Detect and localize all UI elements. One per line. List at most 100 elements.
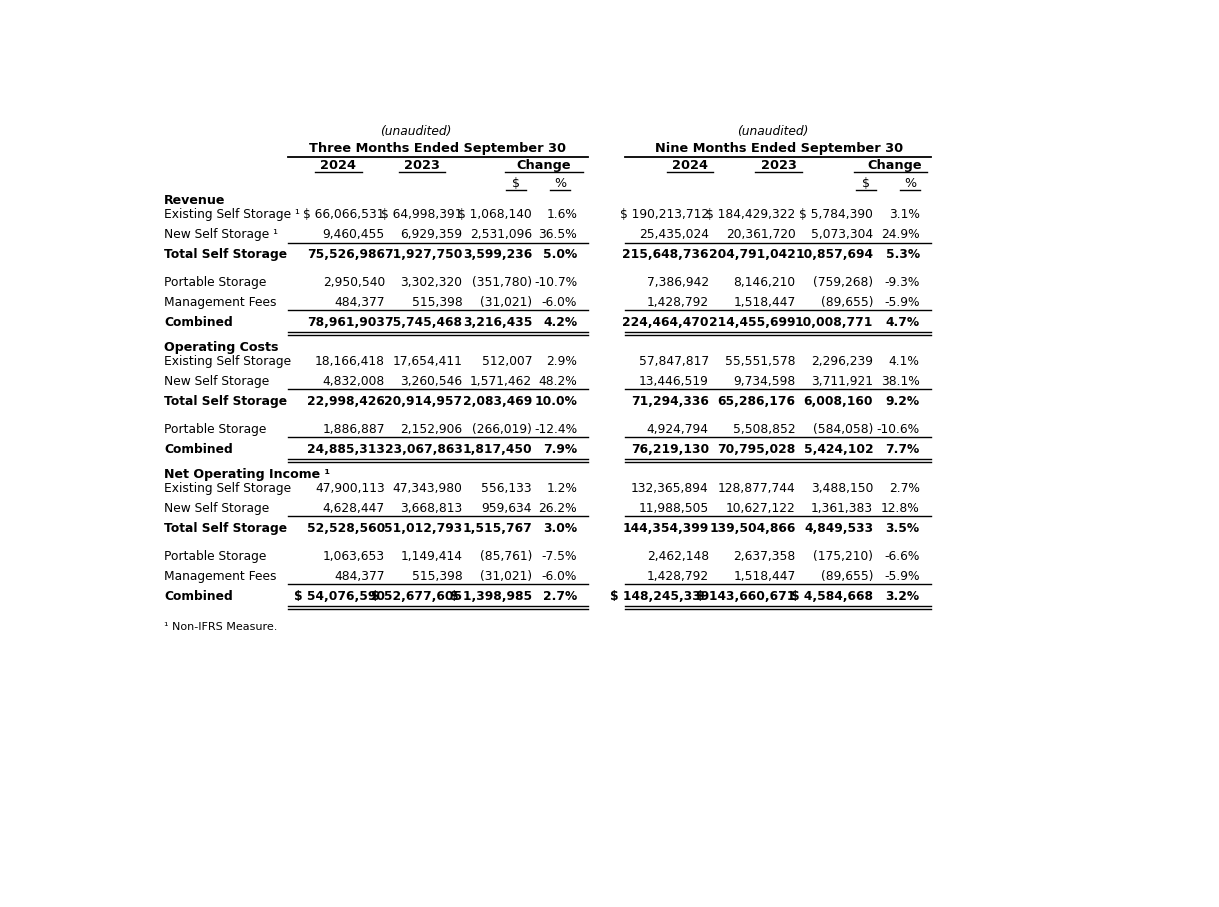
- Text: 13,446,519: 13,446,519: [639, 375, 708, 388]
- Text: 3,668,813: 3,668,813: [400, 502, 462, 515]
- Text: 18,166,418: 18,166,418: [315, 356, 385, 368]
- Text: 20,361,720: 20,361,720: [725, 229, 796, 241]
- Text: Portable Storage: Portable Storage: [165, 276, 267, 289]
- Text: 10,627,122: 10,627,122: [725, 502, 796, 515]
- Text: 1,063,653: 1,063,653: [323, 550, 385, 563]
- Text: (31,021): (31,021): [480, 297, 533, 309]
- Text: 76,219,130: 76,219,130: [630, 443, 708, 456]
- Text: Combined: Combined: [165, 590, 233, 603]
- Text: 23,067,863: 23,067,863: [384, 443, 462, 456]
- Text: (175,210): (175,210): [813, 550, 873, 563]
- Text: Combined: Combined: [165, 443, 233, 456]
- Text: New Self Storage ¹: New Self Storage ¹: [165, 229, 278, 241]
- Text: 70,795,028: 70,795,028: [717, 443, 796, 456]
- Text: (31,021): (31,021): [480, 570, 533, 583]
- Text: 2,637,358: 2,637,358: [734, 550, 796, 563]
- Text: $: $: [862, 177, 870, 190]
- Text: $ 52,677,605: $ 52,677,605: [372, 590, 462, 603]
- Text: Portable Storage: Portable Storage: [165, 423, 267, 436]
- Text: 20,914,957: 20,914,957: [384, 395, 462, 408]
- Text: Portable Storage: Portable Storage: [165, 550, 267, 563]
- Text: 2,083,469: 2,083,469: [463, 395, 533, 408]
- Text: -6.0%: -6.0%: [541, 570, 577, 583]
- Text: 484,377: 484,377: [334, 570, 385, 583]
- Text: Change: Change: [517, 160, 570, 172]
- Text: 128,877,744: 128,877,744: [718, 483, 796, 495]
- Text: 224,464,470: 224,464,470: [623, 317, 708, 329]
- Text: -12.4%: -12.4%: [534, 423, 577, 436]
- Text: Existing Self Storage: Existing Self Storage: [165, 356, 291, 368]
- Text: $ 54,076,590: $ 54,076,590: [294, 590, 385, 603]
- Text: 214,455,699: 214,455,699: [709, 317, 796, 329]
- Text: 57,847,817: 57,847,817: [639, 356, 708, 368]
- Text: 1,428,792: 1,428,792: [647, 570, 708, 583]
- Text: $ 190,213,712: $ 190,213,712: [619, 209, 708, 221]
- Text: $ 5,784,390: $ 5,784,390: [800, 209, 873, 221]
- Text: 1,518,447: 1,518,447: [734, 297, 796, 309]
- Text: 55,551,578: 55,551,578: [725, 356, 796, 368]
- Text: 2023: 2023: [761, 160, 796, 172]
- Text: 139,504,866: 139,504,866: [709, 522, 796, 535]
- Text: -7.5%: -7.5%: [541, 550, 577, 563]
- Text: 9.2%: 9.2%: [885, 395, 919, 408]
- Text: Revenue: Revenue: [165, 194, 226, 207]
- Text: 3,260,546: 3,260,546: [400, 375, 462, 388]
- Text: Change: Change: [868, 160, 922, 172]
- Text: (89,655): (89,655): [820, 297, 873, 309]
- Text: 2.7%: 2.7%: [542, 590, 577, 603]
- Text: 4,628,447: 4,628,447: [323, 502, 385, 515]
- Text: New Self Storage: New Self Storage: [165, 375, 269, 388]
- Text: 7,386,942: 7,386,942: [647, 276, 708, 289]
- Text: 6,008,160: 6,008,160: [803, 395, 873, 408]
- Text: 5,508,852: 5,508,852: [733, 423, 796, 436]
- Text: 10,008,771: 10,008,771: [795, 317, 873, 329]
- Text: 3.5%: 3.5%: [885, 522, 919, 535]
- Text: 3.1%: 3.1%: [889, 209, 919, 221]
- Text: 144,354,399: 144,354,399: [623, 522, 708, 535]
- Text: 5,424,102: 5,424,102: [803, 443, 873, 456]
- Text: 71,927,750: 71,927,750: [384, 249, 462, 261]
- Text: 3,488,150: 3,488,150: [811, 483, 873, 495]
- Text: 24.9%: 24.9%: [881, 229, 919, 241]
- Text: 2,531,096: 2,531,096: [471, 229, 533, 241]
- Text: -6.0%: -6.0%: [541, 297, 577, 309]
- Text: 7.9%: 7.9%: [542, 443, 577, 456]
- Text: 11,988,505: 11,988,505: [639, 502, 708, 515]
- Text: 204,791,042: 204,791,042: [709, 249, 796, 261]
- Text: 78,961,903: 78,961,903: [307, 317, 385, 329]
- Text: 5,073,304: 5,073,304: [811, 229, 873, 241]
- Text: 48.2%: 48.2%: [539, 375, 577, 388]
- Text: Operating Costs: Operating Costs: [165, 341, 278, 354]
- Text: $ 66,066,531: $ 66,066,531: [304, 209, 385, 221]
- Text: -10.6%: -10.6%: [876, 423, 919, 436]
- Text: 7.7%: 7.7%: [885, 443, 919, 456]
- Text: 1.2%: 1.2%: [546, 483, 577, 495]
- Text: 75,745,468: 75,745,468: [384, 317, 462, 329]
- Text: 4,924,794: 4,924,794: [647, 423, 708, 436]
- Text: Combined: Combined: [165, 317, 233, 329]
- Text: Management Fees: Management Fees: [165, 297, 277, 309]
- Text: 3,216,435: 3,216,435: [463, 317, 533, 329]
- Text: 4.2%: 4.2%: [542, 317, 577, 329]
- Text: Total Self Storage: Total Self Storage: [165, 395, 288, 408]
- Text: 2024: 2024: [321, 160, 356, 172]
- Text: 9,460,455: 9,460,455: [323, 229, 385, 241]
- Text: 24,885,313: 24,885,313: [307, 443, 385, 456]
- Text: 65,286,176: 65,286,176: [718, 395, 796, 408]
- Text: $ 1,068,140: $ 1,068,140: [458, 209, 533, 221]
- Text: (584,058): (584,058): [813, 423, 873, 436]
- Text: 4.7%: 4.7%: [885, 317, 919, 329]
- Text: 38.1%: 38.1%: [881, 375, 919, 388]
- Text: $ 1,398,985: $ 1,398,985: [450, 590, 533, 603]
- Text: -5.9%: -5.9%: [884, 297, 919, 309]
- Text: 556,133: 556,133: [482, 483, 533, 495]
- Text: 10.0%: 10.0%: [534, 395, 577, 408]
- Text: 215,648,736: 215,648,736: [623, 249, 708, 261]
- Text: 515,398: 515,398: [412, 297, 462, 309]
- Text: 1,817,450: 1,817,450: [462, 443, 533, 456]
- Text: 75,526,986: 75,526,986: [307, 249, 385, 261]
- Text: 1,886,887: 1,886,887: [322, 423, 385, 436]
- Text: Existing Self Storage ¹: Existing Self Storage ¹: [165, 209, 300, 221]
- Text: 2,152,906: 2,152,906: [400, 423, 462, 436]
- Text: %: %: [904, 177, 917, 190]
